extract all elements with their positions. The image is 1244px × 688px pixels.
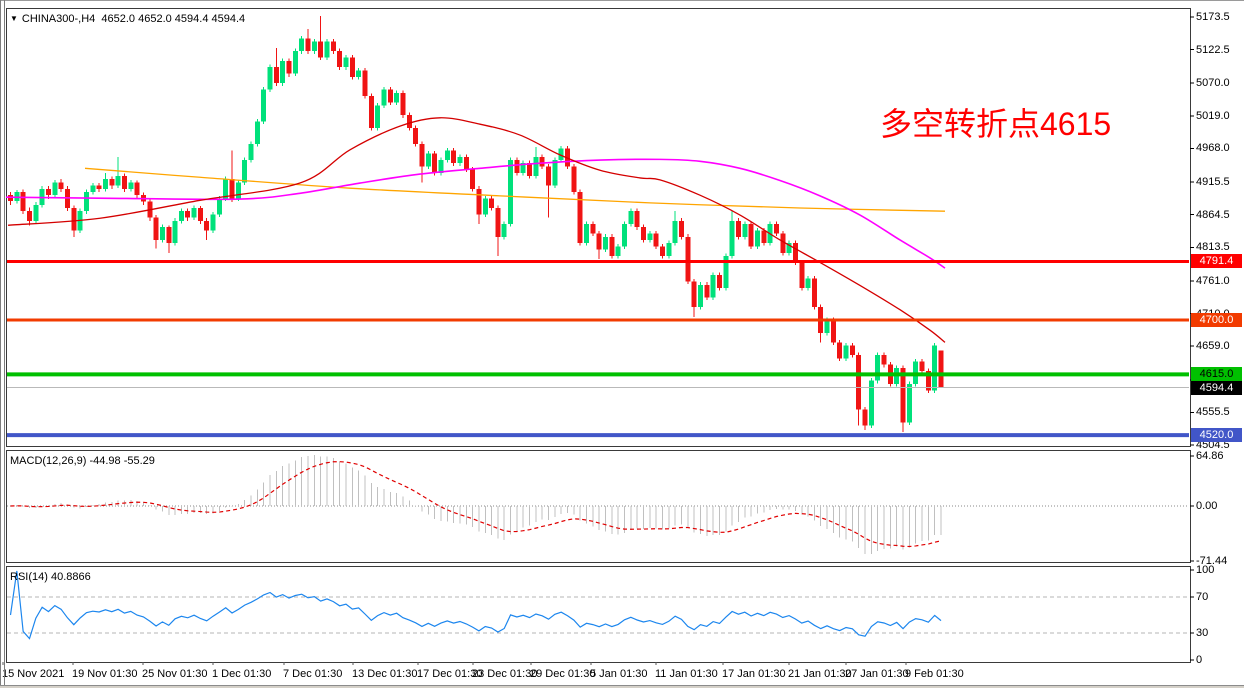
- rsi-line: [9, 570, 942, 640]
- macd-histogram: [16, 455, 942, 554]
- window-left-edge: [0, 0, 1, 688]
- macd-signal-line: [10, 461, 942, 548]
- ma-mid-magenta: [6, 158, 946, 269]
- panel-frame: [6, 566, 1191, 663]
- window-top-edge: [0, 0, 1244, 1]
- window-left-edge-inner: [4, 0, 5, 688]
- candlesticks: [8, 16, 944, 432]
- ma-slow-orange: [84, 167, 946, 212]
- ma-fast-red: [7, 117, 946, 343]
- window-bottom-edge: [0, 685, 1244, 688]
- panel-frame: [6, 8, 1191, 447]
